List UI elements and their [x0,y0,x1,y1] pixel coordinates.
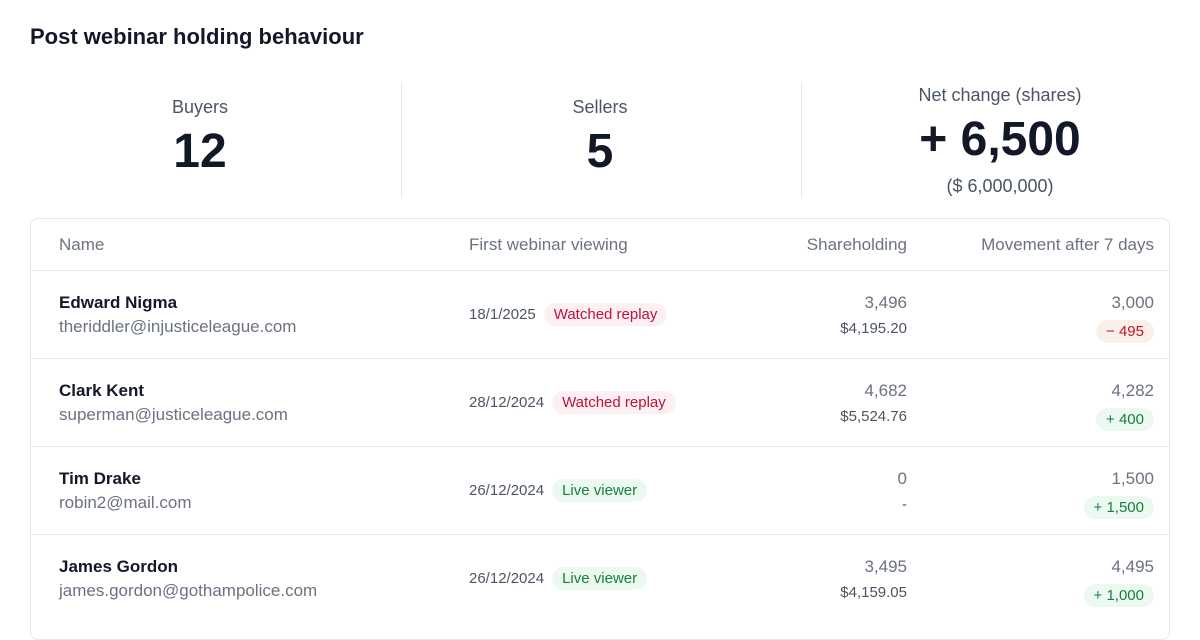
change-badge: + 400 [1096,408,1154,431]
person-name: Edward Nigma [59,293,178,312]
page-body: Post webinar holding behaviour (() => { … [30,24,1170,640]
status-badge: Live viewer [552,567,648,590]
column-header: Movement after 7 days [981,235,1154,254]
person-email: robin2@mail.com [59,493,192,512]
change-badge: − 495 [1096,320,1154,343]
divider [401,83,402,197]
viewing-date: 28/12/2024 [469,394,545,411]
stat-label: Buyers [171,97,229,117]
row-divider [31,446,1169,447]
stat-label: Net change (shares) [918,85,1082,105]
stat-note: ($ 6,000,000) [946,176,1054,196]
row-divider [31,534,1169,535]
column-header: First webinar viewing [469,235,628,254]
holding-value: - [902,496,907,513]
shareholding: 3,495 [864,557,907,576]
person-name: James Gordon [59,557,179,576]
stat-value: 5 [586,125,614,178]
stat-value: + 6,500 [919,113,1081,166]
row-divider [31,270,1169,271]
shareholding: 4,682 [864,381,907,400]
person-email: superman@justiceleague.com [59,405,288,424]
shareholding: 3,496 [864,293,907,312]
change-badge: + 1,500 [1083,496,1154,519]
shares-after: 3,000 [1111,293,1154,312]
stat-value: 12 [173,125,227,178]
column-header: Name [59,235,105,254]
person-name: Clark Kent [59,381,145,400]
stat-label: Sellers [572,97,628,117]
viewing-date: 18/1/2025 [469,306,536,323]
status-badge: Live viewer [552,479,648,502]
page-title: Post webinar holding behaviour [30,24,364,49]
row-divider [31,358,1169,359]
holding-value: $4,159.05 [840,584,907,601]
shares-after: 1,500 [1111,469,1154,488]
divider [801,83,802,197]
holding-value: $5,524.76 [840,408,907,425]
status-badge: Watched replay [552,391,676,414]
shares-after: 4,282 [1111,381,1154,400]
shareholding: 0 [897,469,907,488]
person-email: theriddler@injusticeleague.com [59,317,297,336]
viewing-date: 26/12/2024 [469,482,545,499]
page: Post webinar holding behaviour {"header"… [30,24,1170,640]
column-header: Shareholding [806,235,907,254]
change-badge: + 1,000 [1083,584,1154,607]
status-badge: Watched replay [543,303,668,326]
shares-after: 4,495 [1111,557,1154,576]
person-name: Tim Drake [59,469,141,488]
holding-value: $4,195.20 [840,320,907,337]
person-email: james.gordon@gothampolice.com [59,581,318,600]
viewing-date: 26/12/2024 [469,570,545,587]
